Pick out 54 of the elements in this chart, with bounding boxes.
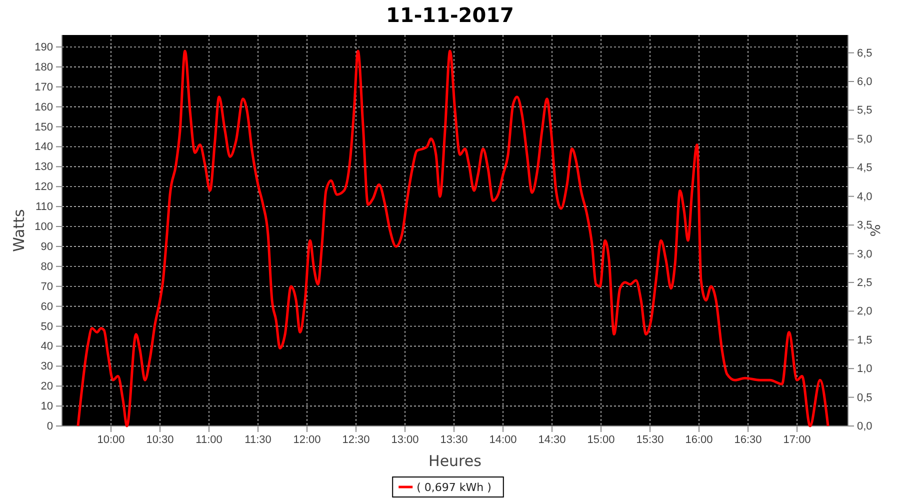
y2-tick-label: 5,0 xyxy=(857,133,872,146)
y-tick-label: 50 xyxy=(40,320,53,333)
x-tick-label: 16:00 xyxy=(685,434,713,446)
y-tick-label: 10 xyxy=(40,400,53,413)
y-tick-label: 140 xyxy=(34,141,53,154)
x-tick-label: 14:00 xyxy=(489,434,517,446)
y-tick-label: 170 xyxy=(34,81,53,94)
y-tick-label: 60 xyxy=(40,300,53,313)
x-tick-label: 12:30 xyxy=(342,434,370,446)
y2-tick-label: 3,0 xyxy=(857,248,872,260)
y2-tick-label: 2,5 xyxy=(857,276,872,289)
x-tick-label: 12:00 xyxy=(293,434,321,446)
legend-label: ( 0,697 kWh ) xyxy=(416,481,492,494)
y-tick-label: 100 xyxy=(34,221,53,234)
y2-tick-label: 6,5 xyxy=(857,47,872,60)
y2-tick-label: 5,5 xyxy=(857,104,872,117)
x-tick-label: 13:00 xyxy=(391,434,419,446)
x-tick-label: 10:00 xyxy=(97,434,125,446)
y2-tick-label: 3,5 xyxy=(857,220,872,232)
y-tick-label: 180 xyxy=(34,61,53,74)
y-tick-label: 130 xyxy=(34,161,53,174)
y-axis-title: Watts xyxy=(10,209,28,252)
y-tick-label: 190 xyxy=(34,41,53,54)
x-tick-label: 17:00 xyxy=(783,434,811,446)
y-tick-label: 80 xyxy=(40,260,53,273)
y2-tick-label: 4,5 xyxy=(857,162,872,174)
line-series xyxy=(76,50,830,428)
x-tick-label: 14:30 xyxy=(538,434,566,446)
y-tick-label: 160 xyxy=(34,101,53,114)
y-tick-label: 40 xyxy=(40,340,53,353)
y2-tick-label: 6,0 xyxy=(857,76,872,88)
y-tick-label: 120 xyxy=(34,181,53,194)
x-tick-label: 11:30 xyxy=(244,434,272,446)
y-tick-label: 70 xyxy=(40,280,53,293)
y-tick-label: 20 xyxy=(40,380,53,393)
chart-title: 11-11-2017 xyxy=(386,3,514,27)
x-tick-label: 15:30 xyxy=(636,434,664,446)
y-tick-label: 150 xyxy=(34,121,53,134)
x-axis-title: Heures xyxy=(428,452,482,470)
x-tick-label: 13:30 xyxy=(440,434,468,446)
y2-tick-label: 0,5 xyxy=(857,392,872,404)
y2-tick-label: 1,5 xyxy=(857,334,872,346)
x-tick-label: 11:00 xyxy=(196,434,222,446)
x-tick-label: 10:30 xyxy=(146,434,174,446)
y-tick-label: 30 xyxy=(40,360,53,373)
y2-tick-label: 4,0 xyxy=(857,190,872,203)
x-tick-label: 16:30 xyxy=(734,434,762,446)
y-tick-label: 110 xyxy=(35,201,53,214)
y-tick-label: 0 xyxy=(46,420,53,433)
y2-tick-label: 2,0 xyxy=(857,306,872,318)
y2-tick-label: 1,0 xyxy=(857,363,872,376)
y-tick-label: 90 xyxy=(40,240,53,253)
y2-tick-label: 0,0 xyxy=(857,420,872,433)
x-tick-label: 15:00 xyxy=(587,434,615,446)
